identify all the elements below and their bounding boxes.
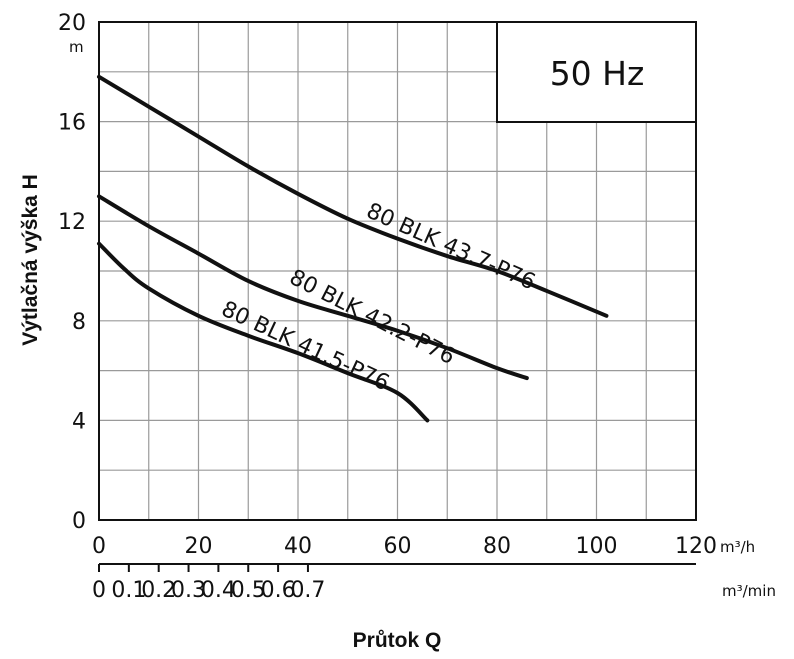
x-tick-label-bottom: 0.5: [231, 578, 266, 603]
x-unit-bottom: m³/min: [722, 582, 776, 600]
curves: [97, 74, 609, 423]
x-unit-top: m³/h: [720, 538, 755, 556]
y-ticks: 0 4 8 12 16 20: [58, 11, 86, 534]
x-tick-label-bottom: 0: [92, 578, 106, 603]
x-tick-label-top: 60: [384, 534, 412, 559]
series-line-2: [97, 241, 430, 423]
x-tick-label-top: 100: [576, 534, 618, 559]
x-tick-label-bottom: 0.1: [111, 578, 146, 603]
x-tick-label-top: 20: [185, 534, 213, 559]
x-tick-label-bottom: 0.7: [290, 578, 325, 603]
y-unit: m: [69, 38, 84, 56]
series-line-0: [97, 74, 609, 318]
x-tick-label-bottom: 0.2: [141, 578, 176, 603]
x-tick-label-top: 0: [92, 534, 106, 559]
y-tick-label: 4: [72, 409, 86, 434]
plot-frame: [98, 21, 697, 521]
secondary-axis: 0 0.10.20.30.40.50.60.7: [92, 563, 696, 603]
y-tick-label: 20: [58, 11, 86, 36]
x-axis-title: Průtok Q: [353, 629, 442, 652]
series-line-1: [97, 194, 529, 381]
x-tick-label-bottom: 0.3: [171, 578, 206, 603]
y-tick-label: 8: [72, 310, 86, 335]
x-tick-label-top: 80: [483, 534, 511, 559]
frequency-annotation: 50 Hz: [496, 21, 697, 123]
y-tick-label: 0: [72, 509, 86, 534]
x-tick-label-top: 40: [284, 534, 312, 559]
x-ticks-bottom: 0 0.10.20.30.40.50.60.7: [92, 564, 325, 603]
y-tick-label: 12: [58, 210, 86, 235]
x-tick-label-bottom: 0.4: [201, 578, 236, 603]
y-axis-title: Výtlačná výška H: [19, 174, 42, 346]
y-tick-label: 16: [58, 111, 86, 136]
curve-label-43-7: 80 BLK 43.7-P76: [363, 199, 539, 296]
x-ticks-top: 0 20 40 60 80 100 120: [92, 534, 717, 559]
annotation-box: [496, 21, 697, 123]
annotation-text: 50 Hz: [550, 54, 645, 93]
x-tick-label-bottom: 0.6: [261, 578, 296, 603]
x-tick-label-top: 120: [675, 534, 717, 559]
